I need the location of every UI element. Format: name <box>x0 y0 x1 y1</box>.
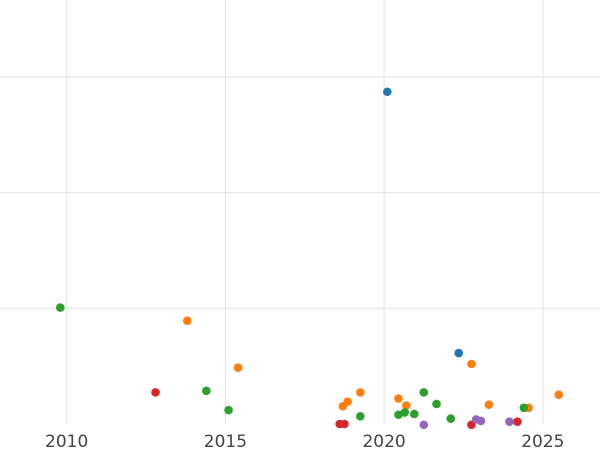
x-axis-tick-labels: 2010 2015 2020 2025 <box>45 432 564 450</box>
data-point-series-3-4 <box>513 417 522 426</box>
data-point-series-1-0 <box>183 316 192 325</box>
data-point-series-3-0 <box>151 388 160 397</box>
data-point-series-2-6 <box>409 409 419 419</box>
data-point-series-3-2 <box>340 419 349 429</box>
data-point-series-2-5 <box>400 408 410 417</box>
x-tick-label-2010: 2010 <box>45 432 88 450</box>
data-point-series-2-0 <box>56 303 65 312</box>
data-point-series-2-1 <box>202 386 211 396</box>
data-point-series-2-2 <box>224 405 233 415</box>
data-point-series-2-10 <box>519 403 529 413</box>
data-point-series-0-1 <box>454 348 464 358</box>
data-point-series-4-2 <box>476 416 486 426</box>
data-point-series-1-8 <box>484 400 494 410</box>
data-point-series-2-8 <box>432 399 441 409</box>
data-point-series-2-9 <box>446 414 456 423</box>
data-point-series-4-3 <box>505 417 514 426</box>
data-points <box>56 87 564 430</box>
data-point-series-1-5 <box>394 394 403 403</box>
data-point-series-1-10 <box>554 390 564 400</box>
data-point-series-1-1 <box>233 363 243 373</box>
grid <box>0 0 600 424</box>
data-point-series-4-0 <box>419 420 429 430</box>
data-point-series-1-3 <box>343 397 352 406</box>
data-point-series-2-3 <box>356 411 365 421</box>
data-point-series-2-7 <box>419 388 429 397</box>
x-tick-label-2015: 2015 <box>204 432 247 450</box>
data-point-series-1-4 <box>356 388 365 397</box>
data-point-series-0-0 <box>383 87 392 97</box>
x-tick-label-2025: 2025 <box>521 432 564 450</box>
data-point-series-1-6 <box>402 401 411 410</box>
x-tick-label-2020: 2020 <box>362 432 405 450</box>
data-point-series-1-7 <box>467 359 476 369</box>
